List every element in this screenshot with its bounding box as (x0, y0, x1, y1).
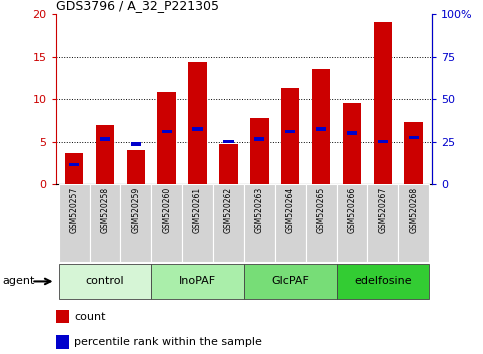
Bar (368, 184, 398, 262)
Bar (312, 69, 330, 184)
Bar (316, 127, 326, 131)
Text: count: count (74, 312, 106, 322)
Bar (193, 127, 203, 131)
Bar (58, 264, 151, 299)
Text: GSM520259: GSM520259 (131, 187, 141, 233)
Text: GSM520265: GSM520265 (317, 187, 326, 233)
Bar (347, 131, 357, 135)
Bar (120, 184, 151, 262)
Bar (378, 140, 388, 143)
Text: GSM520267: GSM520267 (378, 187, 387, 233)
Bar (409, 136, 419, 139)
Bar (343, 103, 361, 184)
Text: percentile rank within the sample: percentile rank within the sample (74, 337, 262, 347)
Text: GSM520261: GSM520261 (193, 187, 202, 233)
Bar (56, 336, 69, 349)
Bar (398, 184, 429, 262)
Bar (275, 184, 306, 262)
Text: GSM520257: GSM520257 (70, 187, 79, 233)
Bar (250, 118, 269, 184)
Bar (69, 163, 79, 166)
Bar (162, 130, 172, 133)
Bar (131, 142, 141, 146)
Bar (223, 140, 234, 143)
Bar (254, 137, 265, 141)
Text: GSM520263: GSM520263 (255, 187, 264, 233)
Bar (151, 264, 244, 299)
Bar (306, 184, 337, 262)
Text: GDS3796 / A_32_P221305: GDS3796 / A_32_P221305 (56, 0, 218, 12)
Text: GSM520266: GSM520266 (347, 187, 356, 233)
Bar (188, 62, 207, 184)
Text: GSM520268: GSM520268 (409, 187, 418, 233)
Text: GlcPAF: GlcPAF (271, 276, 309, 286)
Text: agent: agent (2, 276, 35, 286)
Bar (219, 144, 238, 184)
Bar (213, 184, 244, 262)
Bar (281, 88, 299, 184)
Text: GSM520260: GSM520260 (162, 187, 171, 233)
Bar (100, 137, 110, 141)
Bar (56, 310, 69, 323)
Bar (337, 264, 429, 299)
Bar (65, 154, 84, 184)
Bar (182, 184, 213, 262)
Text: control: control (85, 276, 124, 286)
Text: GSM520258: GSM520258 (100, 187, 110, 233)
Text: GSM520264: GSM520264 (286, 187, 295, 233)
Bar (58, 184, 89, 262)
Text: GSM520262: GSM520262 (224, 187, 233, 233)
Bar (244, 264, 337, 299)
Bar (96, 125, 114, 184)
Bar (127, 150, 145, 184)
Bar (404, 122, 423, 184)
Bar (151, 184, 182, 262)
Bar (285, 130, 295, 133)
Bar (89, 184, 120, 262)
Text: edelfosine: edelfosine (354, 276, 412, 286)
Text: InoPAF: InoPAF (179, 276, 216, 286)
Bar (374, 22, 392, 184)
Bar (244, 184, 275, 262)
Bar (157, 92, 176, 184)
Bar (337, 184, 368, 262)
